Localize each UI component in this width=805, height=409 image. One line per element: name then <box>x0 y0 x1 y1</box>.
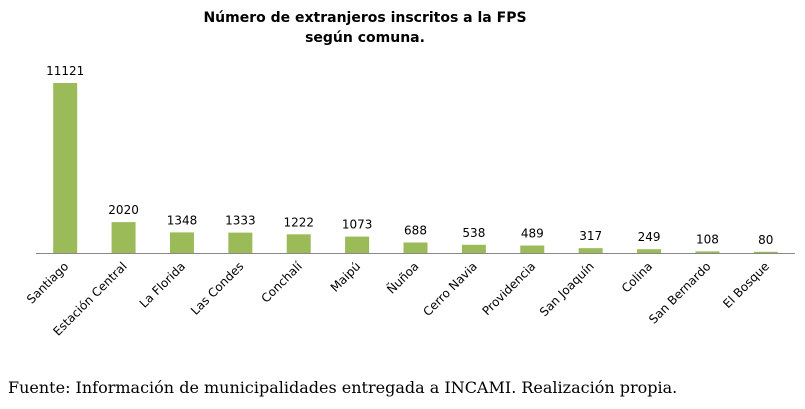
data-label-8: 489 <box>521 227 544 241</box>
bar-1 <box>111 222 136 253</box>
category-label-6: Ñuñoa <box>384 259 422 297</box>
category-label-12: El Bosque <box>720 259 772 311</box>
data-label-1: 2020 <box>108 203 139 217</box>
bar-0 <box>53 83 78 253</box>
bar-12 <box>753 251 778 253</box>
bar-10 <box>637 249 662 253</box>
bar-9 <box>578 248 603 253</box>
data-label-7: 538 <box>462 226 485 240</box>
category-label-5: Maipú <box>328 259 364 295</box>
data-label-4: 1222 <box>283 215 314 229</box>
data-label-6: 688 <box>404 223 427 237</box>
chart-title-line2: según comuna. <box>305 30 425 46</box>
bar-6 <box>403 242 428 253</box>
data-label-12: 80 <box>758 233 773 247</box>
category-label-3: Las Condes <box>188 259 246 317</box>
category-label-11: San Bernardo <box>646 259 713 326</box>
chart-title-line1: Número de extranjeros inscritos a la FPS <box>203 10 527 26</box>
bar-3 <box>228 232 253 253</box>
bar-4 <box>286 234 311 253</box>
category-label-0: Santiago <box>24 259 71 306</box>
source-caption: Fuente: Información de municipalidades e… <box>8 378 678 397</box>
chart-title: Número de extranjeros inscritos a la FPS… <box>0 8 730 48</box>
category-label-9: San Joaquín <box>537 259 597 319</box>
data-label-5: 1073 <box>342 218 373 232</box>
category-label-2: La Florida <box>137 259 188 310</box>
bar-2 <box>169 232 194 253</box>
category-label-8: Providencia <box>479 259 538 318</box>
category-label-7: Cerro Navia <box>420 259 480 319</box>
category-label-4: Conchalí <box>258 259 305 306</box>
data-label-9: 317 <box>579 229 602 243</box>
bar-11 <box>695 251 720 253</box>
data-label-2: 1348 <box>167 213 198 227</box>
bar-8 <box>520 245 545 253</box>
data-label-10: 249 <box>638 230 661 244</box>
data-label-3: 1333 <box>225 214 256 228</box>
category-label-10: Colina <box>619 259 655 295</box>
bar-7 <box>461 244 486 253</box>
data-label-11: 108 <box>696 232 719 246</box>
data-label-0: 11121 <box>46 64 84 78</box>
bar-5 <box>345 236 370 253</box>
